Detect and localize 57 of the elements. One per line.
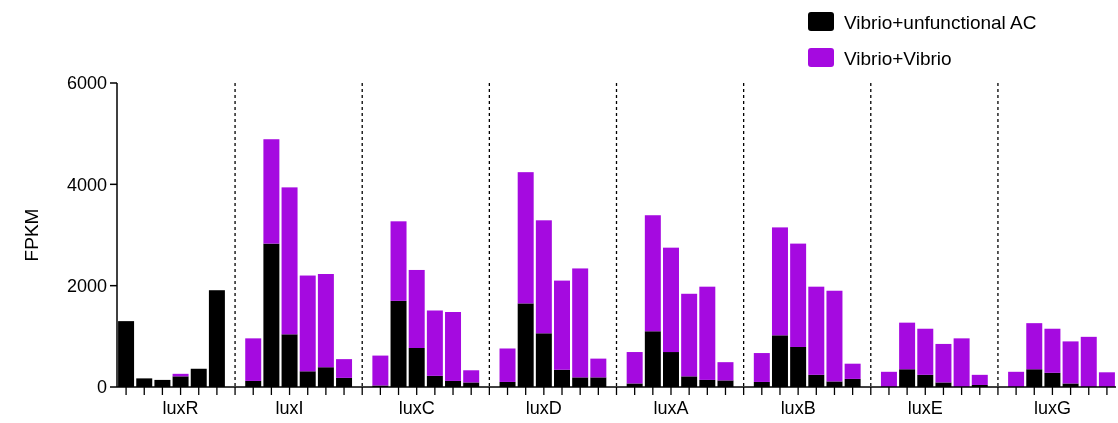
bar	[1008, 371, 1025, 387]
bar	[681, 293, 698, 377]
bar	[517, 172, 534, 304]
y-tick-label: 6000	[66, 73, 107, 94]
x-tick-label: luxA	[653, 398, 689, 418]
bar	[644, 215, 661, 332]
bar	[790, 243, 807, 347]
x-tick-label: luxE	[907, 398, 943, 418]
legend-label: Vibrio+Vibrio	[844, 47, 952, 69]
bar	[899, 322, 916, 370]
bar	[717, 362, 734, 381]
bar	[572, 268, 589, 378]
bar	[753, 353, 770, 382]
x-tick-label: luxC	[398, 398, 435, 418]
bar	[1098, 372, 1115, 387]
x-tick-label: luxR	[162, 398, 199, 418]
bar	[408, 269, 425, 348]
bar	[463, 370, 480, 383]
bar	[317, 274, 334, 368]
bar	[1080, 336, 1097, 387]
bar	[771, 227, 788, 336]
bar	[390, 221, 407, 301]
bar	[935, 343, 952, 383]
bar	[699, 286, 716, 380]
legend-label: Vibrio+unfunctional AC	[844, 11, 1037, 33]
bar	[626, 352, 643, 384]
bar	[554, 280, 570, 370]
x-tick-label: luxG	[1033, 398, 1071, 418]
y-tick-label: 2000	[66, 275, 107, 296]
bar	[245, 338, 262, 381]
bar	[299, 275, 316, 372]
bar	[917, 328, 934, 375]
bar	[426, 310, 443, 376]
bar	[971, 374, 988, 385]
y-axis-title: FPKM	[21, 208, 42, 262]
bar	[880, 371, 897, 387]
x-tick-label: luxD	[525, 398, 562, 418]
bar	[499, 348, 516, 382]
bar	[826, 290, 843, 382]
bar	[535, 220, 552, 334]
y-tick-label: 4000	[66, 174, 107, 195]
bar	[844, 363, 861, 379]
bar	[953, 338, 970, 387]
bar	[663, 247, 679, 353]
bar	[1044, 328, 1061, 373]
x-tick-label: luxB	[780, 398, 816, 418]
x-tick-label: luxI	[275, 398, 304, 418]
bar	[336, 359, 353, 378]
bar	[263, 139, 280, 244]
y-tick-label: 0	[96, 377, 107, 398]
bar	[445, 312, 462, 381]
bar	[281, 187, 298, 335]
bar	[1026, 323, 1043, 370]
bar	[1062, 341, 1079, 384]
bar	[590, 358, 607, 378]
bar	[372, 355, 389, 386]
bar	[808, 286, 825, 375]
